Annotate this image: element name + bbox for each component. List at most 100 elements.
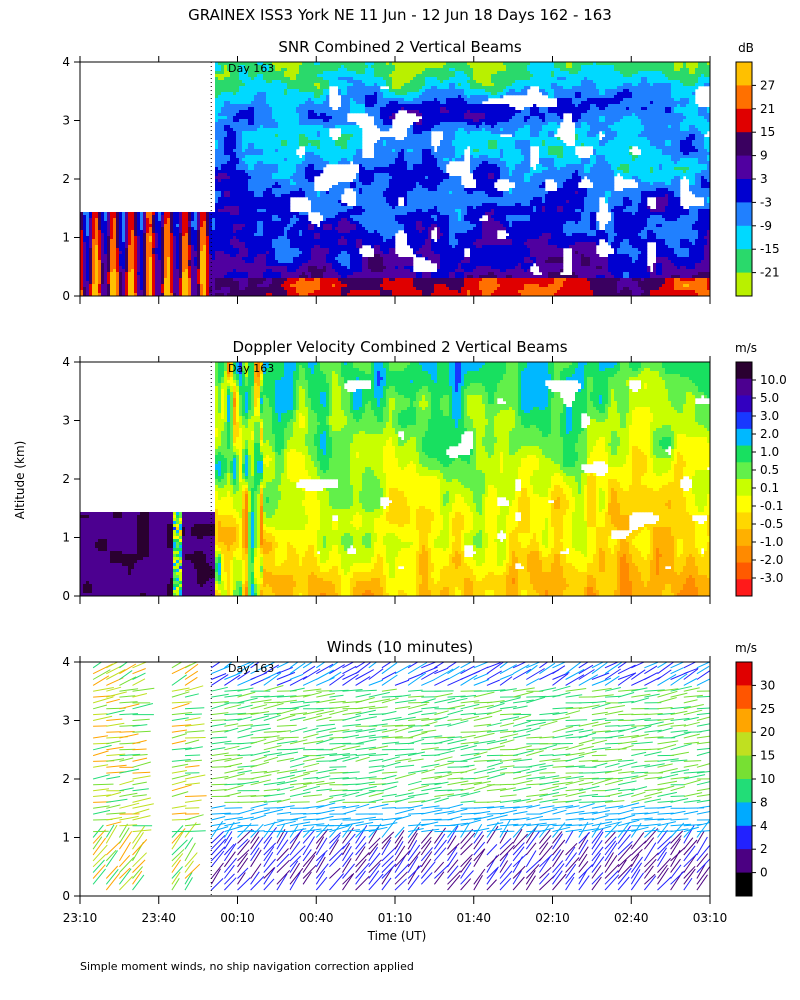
snr-cell <box>185 266 189 270</box>
snr-cell <box>284 155 288 159</box>
snr-cell <box>209 239 213 243</box>
snr-cell <box>248 221 252 225</box>
snr-cell <box>317 170 321 174</box>
snr-cell <box>119 224 123 228</box>
snr-cell <box>251 140 255 144</box>
snr-cell <box>215 80 219 84</box>
snr-cell <box>284 218 288 222</box>
snr-cell <box>356 86 360 90</box>
snr-cell <box>233 278 237 282</box>
snr-cell <box>347 71 351 75</box>
snr-cell <box>245 278 249 282</box>
snr-cell <box>107 251 111 255</box>
snr-cell <box>341 221 345 225</box>
snr-cell <box>314 119 318 123</box>
snr-cell <box>353 65 357 69</box>
snr-cell <box>197 260 201 264</box>
snr-cell <box>305 227 309 231</box>
snr-cell <box>146 251 150 255</box>
snr-cell <box>152 248 156 252</box>
snr-cell <box>341 182 345 186</box>
snr-cell <box>152 221 156 225</box>
snr-cell <box>104 284 108 288</box>
snr-cell <box>356 203 360 207</box>
snr-cell <box>332 149 336 153</box>
snr-cell <box>131 278 135 282</box>
snr-cell <box>176 242 180 246</box>
snr-cell <box>347 98 351 102</box>
snr-cell <box>251 215 255 219</box>
snr-cell <box>248 95 252 99</box>
snr-cell <box>350 143 354 147</box>
snr-cell <box>284 197 288 201</box>
snr-cell <box>116 227 120 231</box>
snr-cell <box>119 254 123 258</box>
snr-cell <box>191 272 195 276</box>
snr-cell <box>293 269 297 273</box>
snr-cell <box>164 269 168 273</box>
snr-cell <box>83 233 87 237</box>
snr-cell <box>176 284 180 288</box>
snr-cell <box>221 293 225 296</box>
snr-cell <box>221 191 225 195</box>
snr-cell <box>338 191 342 195</box>
snr-cell <box>176 230 180 234</box>
snr-cell <box>305 182 309 186</box>
snr-cell <box>284 290 288 294</box>
snr-cell <box>128 263 132 267</box>
snr-cell <box>206 239 210 243</box>
snr-cell <box>158 275 162 279</box>
snr-cell <box>365 236 369 240</box>
snr-cell <box>293 149 297 153</box>
snr-cell <box>137 266 141 270</box>
snr-cell <box>152 224 156 228</box>
snr-cell <box>80 284 84 288</box>
snr-cell <box>329 212 333 216</box>
snr-cell <box>308 221 312 225</box>
snr-cell <box>227 278 231 282</box>
snr-cell <box>146 218 150 222</box>
snr-cell <box>317 83 321 87</box>
snr-cell <box>83 293 87 296</box>
snr-cell <box>254 179 258 183</box>
snr-cell <box>281 224 285 228</box>
snr-cell <box>275 191 279 195</box>
snr-cell <box>224 176 228 180</box>
snr-cell <box>299 104 303 108</box>
snr-cell <box>230 293 234 296</box>
snr-cell <box>242 209 246 213</box>
snr-cell <box>305 233 309 237</box>
snr-cell <box>350 221 354 225</box>
snr-cell <box>239 110 243 114</box>
snr-cell <box>137 227 141 231</box>
snr-cell <box>146 245 150 249</box>
snr-cell <box>311 224 315 228</box>
snr-cell <box>257 197 261 201</box>
snr-cell <box>326 128 330 132</box>
snr-cell <box>137 236 141 240</box>
snr-cell <box>311 158 315 162</box>
snr-cell <box>128 275 132 279</box>
snr-cell <box>203 284 207 288</box>
snr-cell <box>197 224 201 228</box>
snr-cell <box>134 260 138 264</box>
snr-cell <box>341 281 345 285</box>
snr-cell <box>140 269 144 273</box>
snr-cell <box>209 275 213 279</box>
snr-cell <box>140 248 144 252</box>
snr-cell <box>248 230 252 234</box>
snr-cell <box>314 194 318 198</box>
snr-cell <box>284 242 288 246</box>
snr-cell <box>107 233 111 237</box>
snr-cell <box>344 65 348 69</box>
snr-cell <box>302 104 306 108</box>
snr-cell <box>140 287 144 291</box>
snr-cell <box>299 224 303 228</box>
snr-cell <box>350 101 354 105</box>
snr-cell <box>311 155 315 159</box>
snr-cell <box>254 74 258 78</box>
snr-cell <box>296 62 300 66</box>
snr-cell <box>176 215 180 219</box>
snr-cell <box>323 230 327 234</box>
snr-cell <box>290 218 294 222</box>
